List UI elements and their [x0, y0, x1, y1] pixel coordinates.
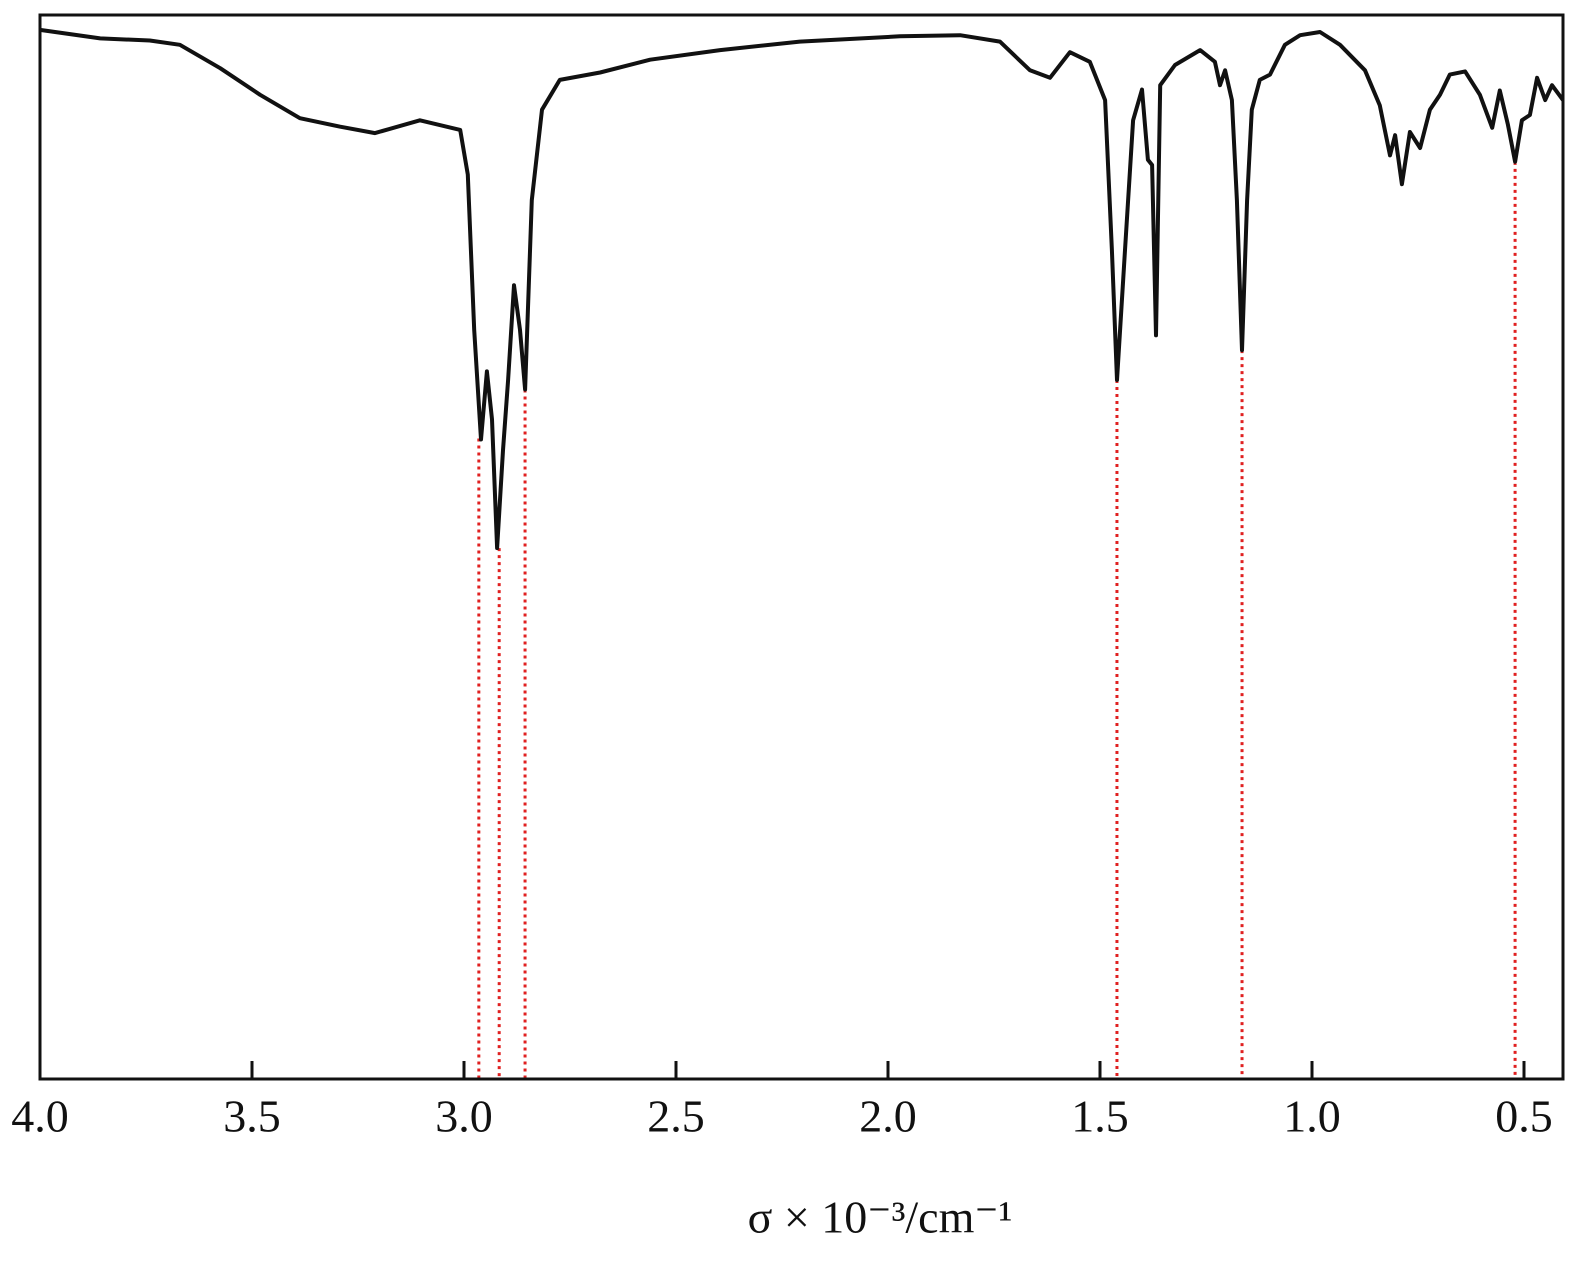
x-tick-label: 3.5 — [223, 1091, 281, 1142]
x-axis-label: σ × 10⁻³/cm⁻¹ — [748, 1192, 1013, 1243]
x-tick-label: 3.0 — [435, 1091, 493, 1142]
spectrum-line — [39, 27, 1565, 551]
plot-frame — [38, 13, 1565, 1081]
x-tick-label: 2.0 — [859, 1091, 917, 1142]
x-tick-label: 2.5 — [647, 1091, 705, 1142]
x-tick-label: 0.5 — [1495, 1091, 1553, 1142]
x-tick-label: 1.5 — [1071, 1091, 1129, 1142]
x-tick-label: 1.0 — [1283, 1091, 1341, 1142]
x-tick-label: 4.0 — [11, 1091, 69, 1142]
